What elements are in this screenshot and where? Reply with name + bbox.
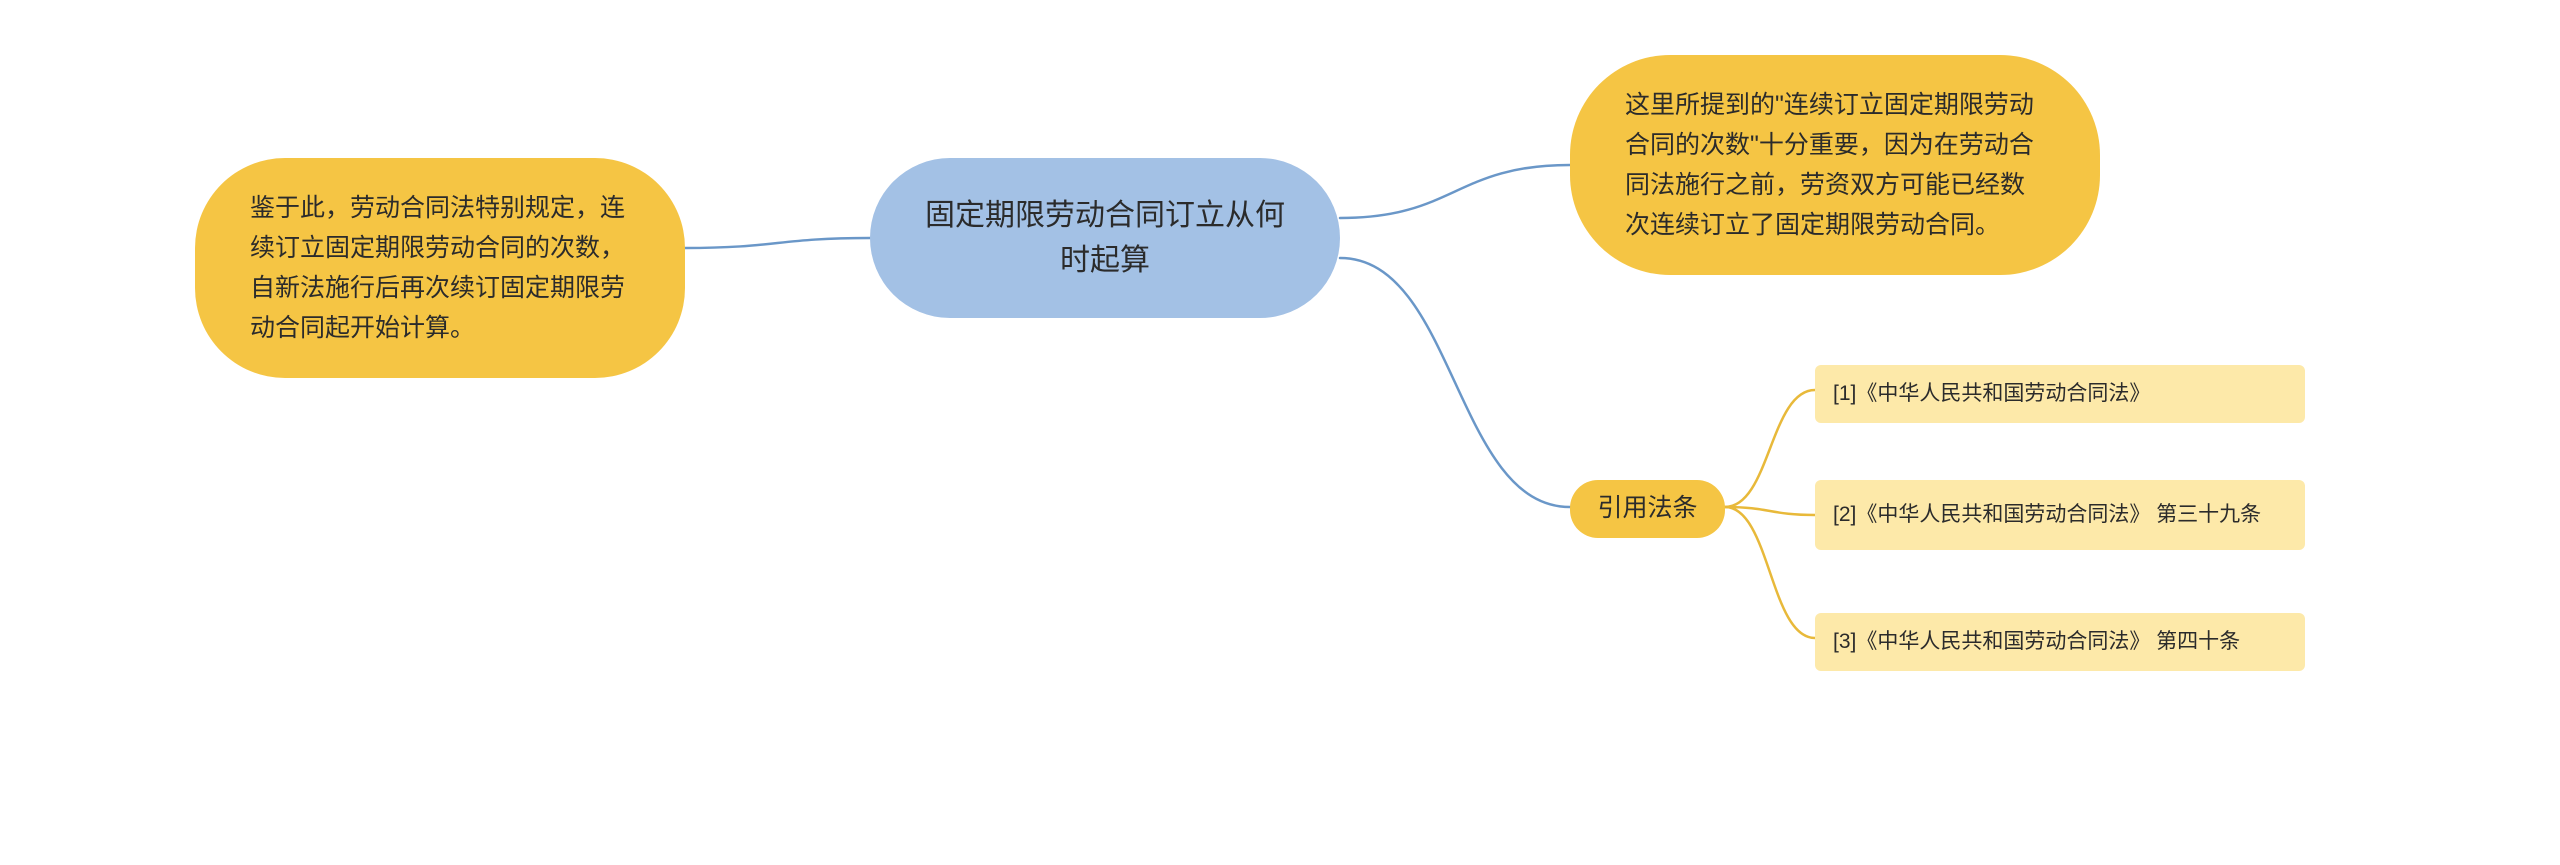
connector-layer [0, 0, 2560, 865]
left-note-node: 鉴于此，劳动合同法特别规定，连续订立固定期限劳动合同的次数，自新法施行后再次续订… [195, 158, 685, 378]
left-note-text: 鉴于此，劳动合同法特别规定，连续订立固定期限劳动合同的次数，自新法施行后再次续订… [250, 188, 630, 348]
citation-item-text: [2]《中华人民共和国劳动合同法》 第三十九条 [1833, 498, 2261, 532]
citation-item-text: [1]《中华人民共和国劳动合同法》 [1833, 377, 2150, 411]
right-top-note-text: 这里所提到的"连续订立固定期限劳动合同的次数"十分重要，因为在劳动合同法施行之前… [1625, 85, 2045, 245]
citation-item: [1]《中华人民共和国劳动合同法》 [1815, 365, 2305, 423]
citation-item: [2]《中华人民共和国劳动合同法》 第三十九条 [1815, 480, 2305, 550]
citation-label-text: 引用法条 [1597, 490, 1697, 528]
mindmap-center-node: 固定期限劳动合同订立从何时起算 [870, 158, 1340, 318]
citation-item: [3]《中华人民共和国劳动合同法》 第四十条 [1815, 613, 2305, 671]
center-node-text: 固定期限劳动合同订立从何时起算 [925, 193, 1285, 283]
right-top-note-node: 这里所提到的"连续订立固定期限劳动合同的次数"十分重要，因为在劳动合同法施行之前… [1570, 55, 2100, 275]
citation-label-node: 引用法条 [1570, 480, 1725, 538]
citation-item-text: [3]《中华人民共和国劳动合同法》 第四十条 [1833, 625, 2240, 659]
